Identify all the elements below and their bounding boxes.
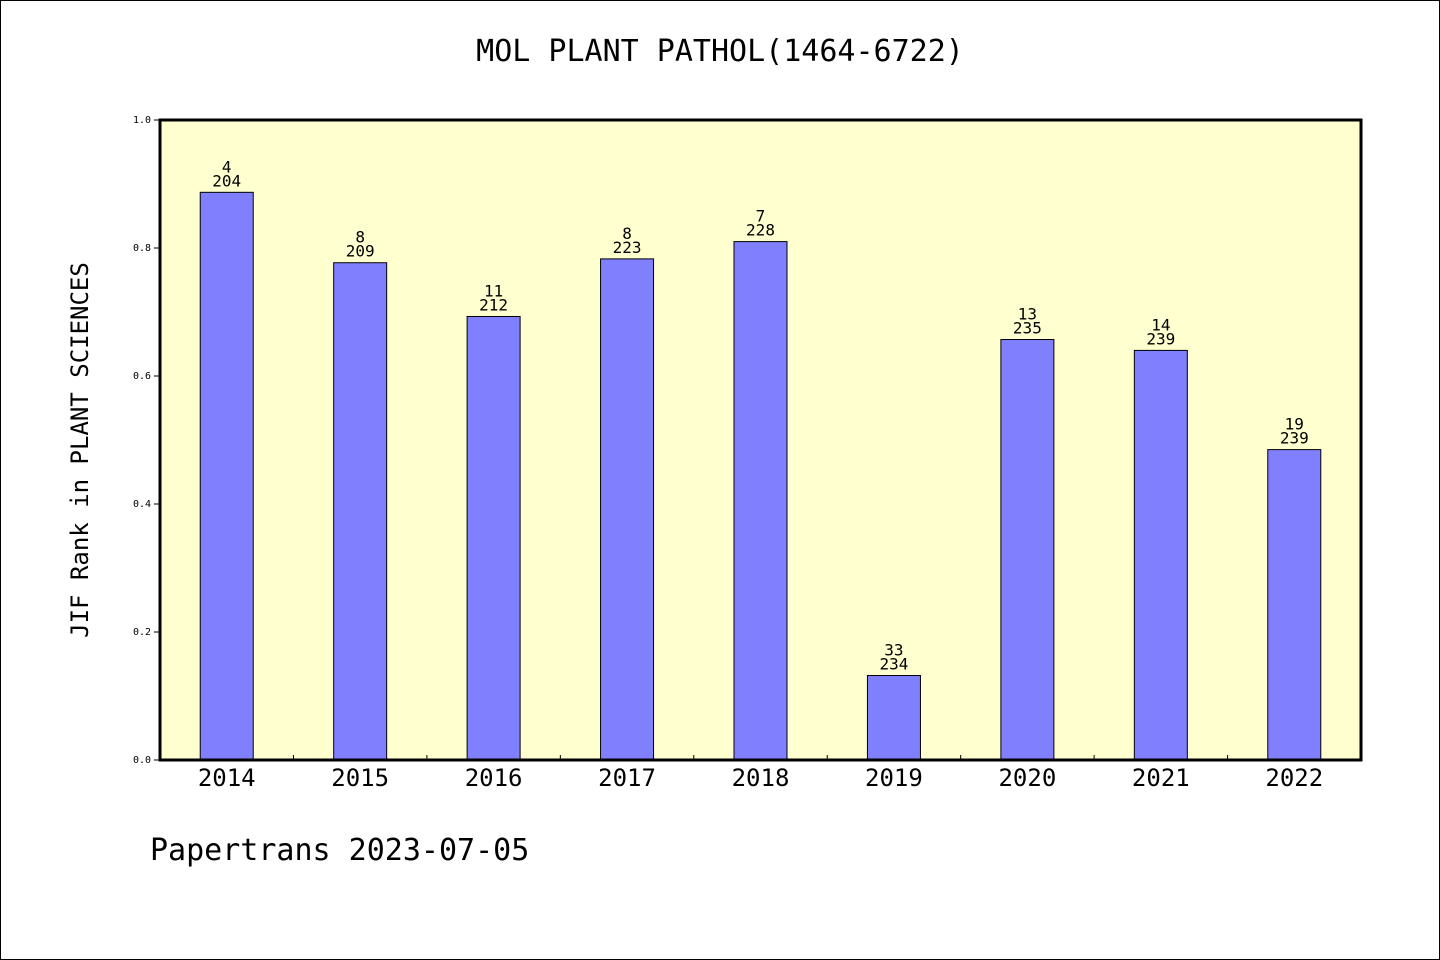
bar	[1000, 339, 1055, 761]
y-tick-label: 0.6	[133, 371, 151, 382]
bar-rank-label: 8	[355, 228, 365, 247]
footer-credit: Papertrans 2023-07-05	[150, 833, 530, 868]
x-tick-label: 2017	[598, 764, 656, 792]
bar-total-label: 239	[1280, 429, 1309, 448]
bar	[866, 675, 921, 761]
y-tick-label: 0.8	[133, 243, 151, 254]
x-tick-label: 2015	[331, 764, 389, 792]
bar-total-label: 234	[879, 655, 908, 674]
y-tick-label: 0.2	[133, 627, 151, 638]
bar-total-label: 212	[479, 295, 508, 314]
bar-rank-label: 14	[1151, 315, 1170, 334]
x-tick-label: 2019	[865, 764, 923, 792]
x-tick-label: 2022	[1265, 764, 1323, 792]
y-tick-label: 1.0	[133, 115, 151, 126]
bar-rank-label: 7	[756, 207, 766, 226]
x-tick-label: 2014	[198, 764, 256, 792]
bar-rank-label: 13	[1018, 305, 1037, 324]
bar	[1133, 349, 1188, 761]
x-tick-label: 2021	[1132, 764, 1190, 792]
bar-total-label: 228	[746, 221, 775, 240]
bar	[1267, 449, 1322, 761]
bar-rank-label: 19	[1285, 415, 1304, 434]
bar	[600, 258, 655, 761]
bar-rank-label: 8	[622, 224, 632, 243]
bar-total-label: 239	[1146, 329, 1175, 348]
x-tick-label: 2016	[465, 764, 523, 792]
plot-border	[158, 118, 1363, 762]
x-tick-label: 2018	[732, 764, 790, 792]
bar	[733, 241, 788, 761]
x-tick-label: 2020	[998, 764, 1056, 792]
bar-total-label: 204	[212, 171, 241, 190]
bar-rank-label: 33	[884, 641, 903, 660]
bar-rank-label: 11	[484, 281, 503, 300]
bar-total-label: 223	[613, 238, 642, 257]
bar-total-label: 209	[346, 242, 375, 261]
bar-rank-label: 4	[222, 157, 232, 176]
bar	[333, 262, 388, 761]
y-tick-label: 0.4	[133, 499, 151, 510]
chart-title: MOL PLANT PATHOL(1464-6722)	[476, 34, 964, 69]
bar-total-label: 235	[1013, 319, 1042, 338]
y-tick-label: 0.0	[133, 755, 151, 766]
bar	[199, 191, 254, 761]
bar	[466, 315, 521, 761]
